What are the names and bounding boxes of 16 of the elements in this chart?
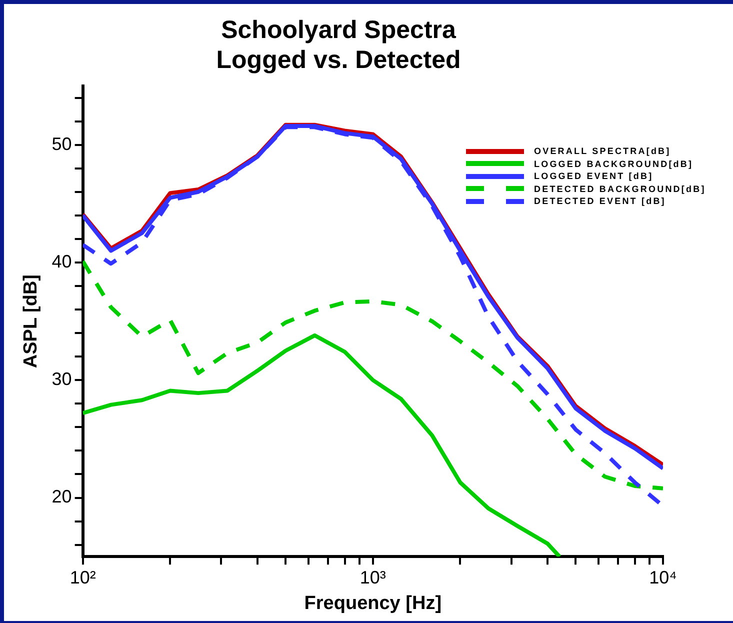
y-axis-title: ASPL [dB] <box>20 274 42 368</box>
x-tick-label: 10² <box>70 567 96 588</box>
y-tick-label: 50 <box>52 134 72 154</box>
x-tick-label: 10⁴ <box>649 567 677 588</box>
legend-label: LOGGED EVENT [dB] <box>534 171 654 182</box>
y-tick-label: 20 <box>52 486 72 507</box>
legend-label: LOGGED BACKGROUND[dB] <box>534 158 694 169</box>
legend-label: DETECTED EVENT [dB] <box>534 196 666 206</box>
x-axis-title: Frequency [Hz] <box>304 592 442 614</box>
y-tick-label: 30 <box>52 369 72 390</box>
y-tick-label: 40 <box>52 251 72 272</box>
legend-label: OVERALL SPECTRA[dB] <box>534 146 671 156</box>
legend-label: DETECTED BACKGROUND[dB] <box>534 184 706 194</box>
x-tick-label: 10³ <box>360 567 386 588</box>
chart-title: Schoolyard Spectra Logged vs. Detected <box>216 16 461 74</box>
line-series <box>82 259 663 490</box>
